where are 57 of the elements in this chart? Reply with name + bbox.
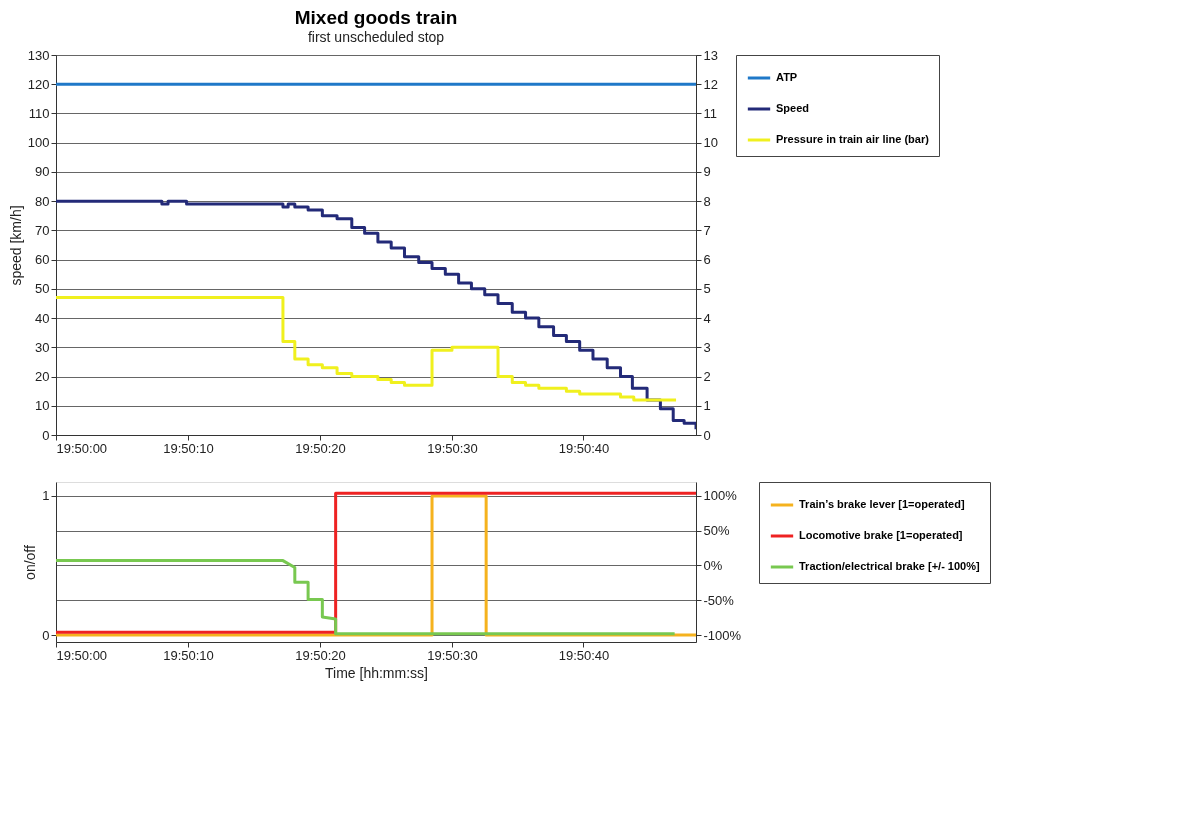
y2-tick-label: -100% <box>703 627 742 643</box>
x-tick-label: 19:50:40 <box>558 440 610 456</box>
y2-tick-label: 4 <box>703 310 711 326</box>
y2-tick-label: 0 <box>703 427 711 443</box>
y-tick-label: 80 <box>35 193 50 209</box>
y2-tick-label: 12 <box>703 76 718 92</box>
y-tick-label: 1 <box>42 488 50 504</box>
x-axis-title: Time [hh:mm:ss] <box>325 664 428 681</box>
y2-tick-label: 11 <box>703 105 717 121</box>
x-tick-label: 19:50:30 <box>427 647 478 663</box>
x-tick-label: 19:50:10 <box>163 647 214 663</box>
legend-label: Pressure in train air line (bar) <box>776 133 930 145</box>
x-tick-label: 19:50:10 <box>163 440 214 456</box>
y2-tick-label: 9 <box>703 164 711 180</box>
chart-subtitle: first unscheduled stop <box>307 29 445 45</box>
y2-tick-label: 1 <box>703 398 711 414</box>
y-tick-label: 110 <box>28 105 50 121</box>
y2-tick-label: 100% <box>703 488 738 504</box>
y-tick-label: 20 <box>35 369 50 385</box>
y2-tick-label: 0% <box>703 557 723 573</box>
legend-label: Speed <box>776 102 810 114</box>
line-series <box>56 559 677 636</box>
x-tick-label: 19:50:00 <box>56 647 108 663</box>
chart-title: Mixed goods train <box>294 7 458 28</box>
y2-tick-label: 3 <box>703 339 711 355</box>
y-tick-label: 0 <box>42 427 50 443</box>
y-tick-label: 40 <box>35 310 50 326</box>
legend-label: Locomotive brake [1=operated] <box>799 529 963 541</box>
y-axis-title: speed [km/h] <box>7 205 24 286</box>
y-tick-label: 120 <box>27 76 50 92</box>
y-tick-label: 70 <box>35 222 50 238</box>
y-tick-label: 0 <box>42 627 50 643</box>
y-tick-label: 10 <box>35 398 50 414</box>
x-tick-label: 19:50:30 <box>427 440 478 456</box>
legend-label: ATP <box>776 71 798 83</box>
y2-tick-label: 50% <box>703 523 730 539</box>
y-tick-label: 100 <box>27 135 50 151</box>
y2-tick-label: 2 <box>703 369 711 385</box>
y-tick-label: 50 <box>35 281 50 297</box>
x-tick-label: 19:50:20 <box>295 440 346 456</box>
y-tick-label: 60 <box>35 252 50 268</box>
y2-tick-label: 7 <box>703 222 711 238</box>
y-axis-title: on/off <box>22 545 39 580</box>
x-tick-label: 19:50:40 <box>558 647 610 663</box>
y2-tick-label: 13 <box>703 47 718 63</box>
x-tick-label: 19:50:20 <box>295 647 346 663</box>
legend-label: Traction/electrical brake [+/- 100%] <box>799 560 980 572</box>
y2-tick-label: 10 <box>703 135 718 151</box>
x-tick-label: 19:50:00 <box>56 440 108 456</box>
y2-tick-label: 8 <box>703 193 711 209</box>
y-tick-label: 90 <box>35 164 50 180</box>
y2-tick-label: 5 <box>703 281 711 297</box>
y2-tick-label: 6 <box>703 252 711 268</box>
y2-tick-label: -50% <box>703 592 735 608</box>
y-tick-label: 130 <box>27 47 50 63</box>
legend-label: Train’s brake lever [1=operated] <box>799 498 965 510</box>
y-tick-label: 30 <box>35 339 50 355</box>
